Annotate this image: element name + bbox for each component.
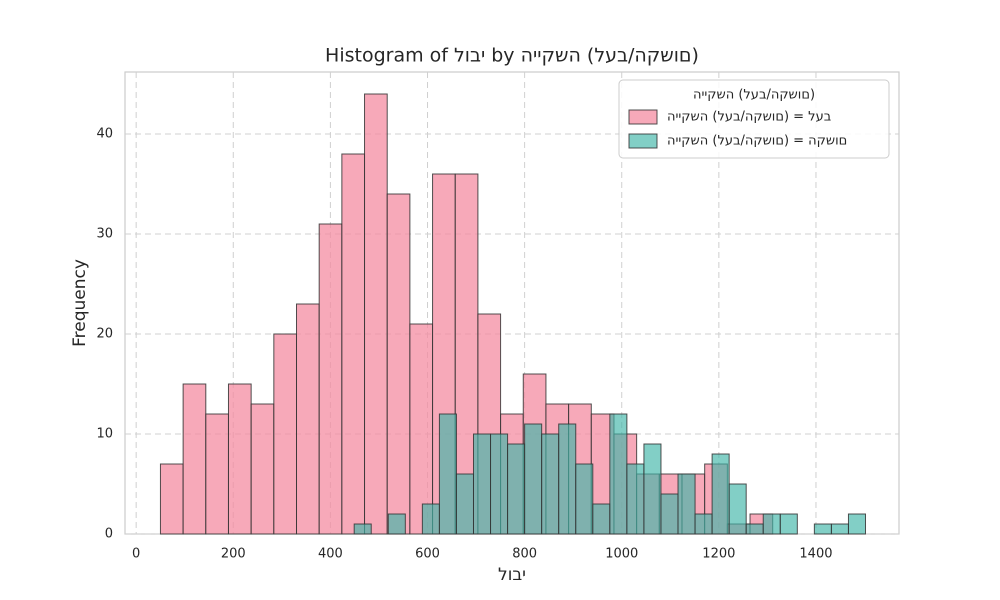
histogram-bar	[626, 463, 645, 535]
histogram-bar	[296, 303, 320, 535]
histogram-bar	[273, 333, 298, 535]
histogram-bar	[227, 383, 252, 535]
histogram-bar	[438, 413, 457, 535]
legend-swatch	[628, 109, 658, 125]
histogram-bar	[830, 523, 849, 535]
y-tick-label: 20	[96, 327, 113, 342]
legend-title: הייקשה (לעב/הקשום)	[693, 88, 815, 103]
histogram-bar	[694, 513, 713, 535]
histogram-bar	[455, 473, 474, 535]
histogram-bar	[318, 223, 343, 535]
histogram-bar	[182, 383, 207, 535]
histogram-bar	[558, 423, 577, 535]
histogram-bar	[353, 523, 372, 535]
histogram-bar	[762, 513, 781, 535]
y-tick-label: 10	[96, 427, 113, 442]
histogram-bar	[490, 433, 509, 535]
x-tick-label: 800	[512, 547, 537, 562]
histogram-bar	[159, 463, 184, 535]
histogram-bar	[409, 323, 434, 535]
bars	[159, 93, 866, 535]
x-tick-label: 200	[221, 547, 246, 562]
y-tick-label: 40	[96, 127, 113, 142]
histogram-bar	[728, 483, 747, 535]
histogram-bar	[575, 463, 594, 535]
histogram-bar	[421, 503, 440, 535]
histogram-bar	[745, 523, 764, 535]
x-tick-label: 400	[318, 547, 343, 562]
histogram-bar	[677, 473, 696, 535]
legend-label: הייקשה (לעב/הקשום) = לעב	[667, 110, 831, 125]
histogram-bar	[541, 433, 560, 535]
histogram-bar	[507, 443, 526, 535]
histogram-bar	[592, 503, 611, 535]
legend-box	[618, 79, 890, 159]
histogram-bar	[386, 193, 411, 535]
legend-label: הייקשה (לעב/הקשום) = הקשום	[667, 134, 847, 149]
x-tick-label: 600	[415, 547, 440, 562]
y-tick-label: 0	[105, 527, 113, 542]
x-tick-label: 0	[132, 547, 140, 562]
histogram-bar	[472, 433, 492, 535]
histogram-bar	[813, 523, 832, 535]
y-tick-label: 30	[96, 227, 113, 242]
histogram-bar	[205, 413, 229, 535]
legend: הייקשה (לעב/הקשום) הייקשה (לעב/הקשום) = ל…	[618, 79, 890, 159]
y-axis-label: Frequency	[70, 259, 90, 347]
x-tick-label: 1000	[605, 547, 638, 562]
histogram-bar	[660, 493, 679, 535]
chart-title: Histogram of לובי by הייקשה (לעב/הקשום)	[325, 45, 699, 67]
histogram-bar	[847, 513, 866, 535]
x-tick-label: 1400	[799, 547, 832, 562]
histogram-bar	[711, 453, 730, 535]
histogram-bar	[364, 93, 388, 535]
histogram-bar	[643, 443, 662, 535]
histogram-bar	[341, 153, 366, 535]
histogram-bar	[524, 423, 543, 535]
legend-swatch	[628, 133, 658, 149]
x-tick-label: 1200	[702, 547, 735, 562]
histogram-bar	[387, 513, 406, 535]
histogram-bar	[609, 413, 628, 535]
histogram-bar	[779, 513, 798, 535]
x-axis-label: לובי	[498, 565, 526, 585]
histogram-bar	[250, 403, 275, 535]
